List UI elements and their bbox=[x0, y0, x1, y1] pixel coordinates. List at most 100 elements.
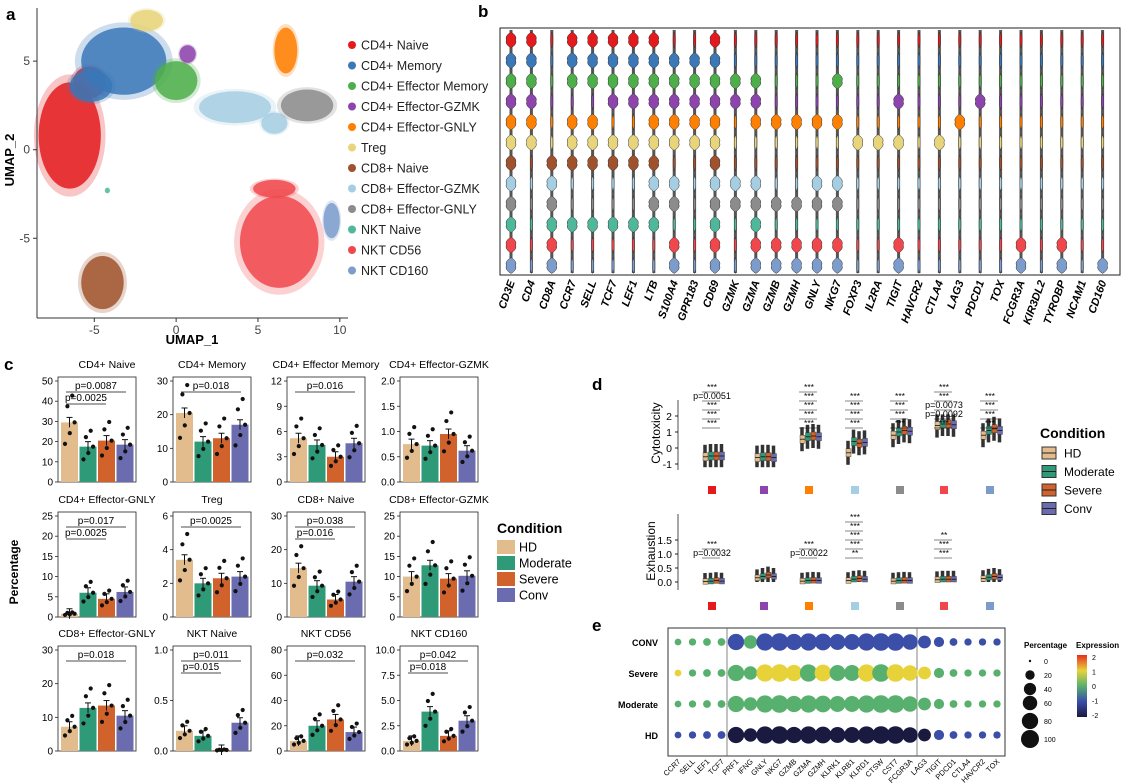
dot bbox=[743, 666, 758, 680]
violin-gene-label: LAG3 bbox=[945, 279, 966, 311]
bar-point bbox=[238, 725, 243, 730]
dot bbox=[814, 695, 832, 713]
violin bbox=[505, 113, 517, 131]
bar-point bbox=[88, 428, 93, 433]
violin bbox=[1056, 236, 1068, 254]
bar-point bbox=[128, 442, 133, 447]
violin-gene-label: TCF7 bbox=[599, 278, 620, 309]
dot bbox=[717, 731, 726, 739]
bar-point bbox=[109, 596, 114, 601]
dot bbox=[829, 634, 846, 650]
violin-gene-label: CD69 bbox=[701, 278, 722, 309]
violin bbox=[668, 236, 680, 254]
violin bbox=[1101, 72, 1105, 90]
dot bbox=[933, 667, 945, 679]
violin bbox=[1060, 92, 1064, 111]
dot bbox=[799, 726, 818, 744]
dot bbox=[918, 666, 931, 680]
umap-legend-label: CD4+ Naive bbox=[361, 39, 429, 53]
bar-point bbox=[352, 448, 357, 453]
umap-legend-dot bbox=[348, 102, 356, 111]
violin bbox=[958, 133, 962, 152]
violin bbox=[529, 236, 533, 254]
bar bbox=[61, 726, 78, 751]
dot bbox=[857, 695, 876, 713]
size-legend-title: Percentage bbox=[1024, 641, 1068, 650]
violin bbox=[1015, 236, 1027, 254]
violin bbox=[546, 257, 558, 274]
violin bbox=[1039, 133, 1043, 152]
violin bbox=[607, 72, 619, 90]
box-group-marker bbox=[851, 486, 859, 494]
bar-point bbox=[233, 589, 238, 594]
bar-subplot-title: CD8+ Effector-GNLY bbox=[58, 628, 155, 640]
bar bbox=[213, 438, 230, 482]
violin bbox=[917, 154, 921, 172]
bar-point bbox=[196, 739, 201, 744]
umap-cluster-blob bbox=[239, 195, 319, 288]
dot-row-label: Moderate bbox=[618, 700, 658, 710]
bar-y-tick-label: 0.5 bbox=[381, 452, 395, 463]
umap-legend-label: CD4+ Effector-GZMK bbox=[361, 100, 481, 114]
pvalue-label: p=0.038 bbox=[307, 516, 344, 527]
significance-label: *** bbox=[939, 418, 950, 428]
umap-cluster-blob bbox=[38, 82, 101, 189]
cytotoxicity-tick-label: -1 bbox=[663, 459, 672, 471]
violin bbox=[999, 215, 1003, 234]
bar-y-tick-label: 10.0 bbox=[376, 646, 396, 657]
violin bbox=[815, 133, 819, 152]
bar-point bbox=[310, 456, 315, 461]
bar-legend-label: HD bbox=[519, 541, 537, 555]
violin bbox=[774, 133, 778, 152]
bar-y-tick-label: 0 bbox=[276, 478, 282, 489]
bar-point bbox=[120, 704, 125, 709]
dot bbox=[829, 665, 846, 681]
bar bbox=[421, 565, 439, 617]
violin bbox=[591, 174, 595, 193]
violin bbox=[917, 133, 921, 152]
violin bbox=[958, 72, 962, 90]
dot bbox=[688, 638, 697, 646]
bar-subplot-title: CD4+ Naive bbox=[79, 359, 136, 371]
bar-point bbox=[240, 396, 245, 402]
bar-point bbox=[107, 588, 112, 593]
bar-point bbox=[430, 691, 435, 696]
bar-y-tick-label: 5 bbox=[389, 592, 395, 603]
size-legend-label: 40 bbox=[1044, 687, 1052, 694]
bar-point bbox=[99, 453, 105, 458]
bar-point bbox=[217, 424, 222, 429]
bar-point bbox=[412, 556, 417, 561]
violin bbox=[897, 174, 901, 193]
color-legend-label: -2 bbox=[1092, 713, 1098, 720]
dot bbox=[674, 700, 682, 708]
size-legend-label: 60 bbox=[1044, 701, 1052, 708]
bar-point bbox=[88, 686, 93, 691]
bar-point bbox=[91, 444, 96, 449]
violin bbox=[1039, 236, 1043, 254]
violin bbox=[526, 113, 537, 131]
bar-subplot: CD8+ Effector-GNLY 0 10 20 30 p=0.018 bbox=[42, 628, 156, 758]
violin bbox=[1080, 51, 1084, 70]
violin bbox=[872, 134, 884, 151]
bar-legend-swatch bbox=[497, 556, 515, 570]
bar-point bbox=[301, 738, 306, 744]
bar-point bbox=[86, 450, 91, 456]
dot bbox=[978, 700, 987, 708]
umap-cluster-blob bbox=[69, 70, 113, 102]
bar bbox=[194, 583, 212, 617]
violin bbox=[917, 256, 921, 275]
bar bbox=[116, 715, 134, 751]
bar-point bbox=[467, 704, 472, 710]
dot bbox=[674, 638, 682, 646]
pvalue-label: p=0.018 bbox=[410, 662, 447, 673]
violin bbox=[770, 236, 782, 254]
bar-point bbox=[198, 572, 203, 577]
dot bbox=[770, 695, 789, 713]
violin bbox=[709, 72, 721, 90]
umap-legend-dot bbox=[348, 246, 356, 254]
umap-legend-label: Treg bbox=[361, 141, 386, 155]
cytotoxicity-tick-label: 0 bbox=[666, 443, 672, 455]
bar bbox=[176, 412, 193, 482]
dot bbox=[978, 669, 987, 677]
